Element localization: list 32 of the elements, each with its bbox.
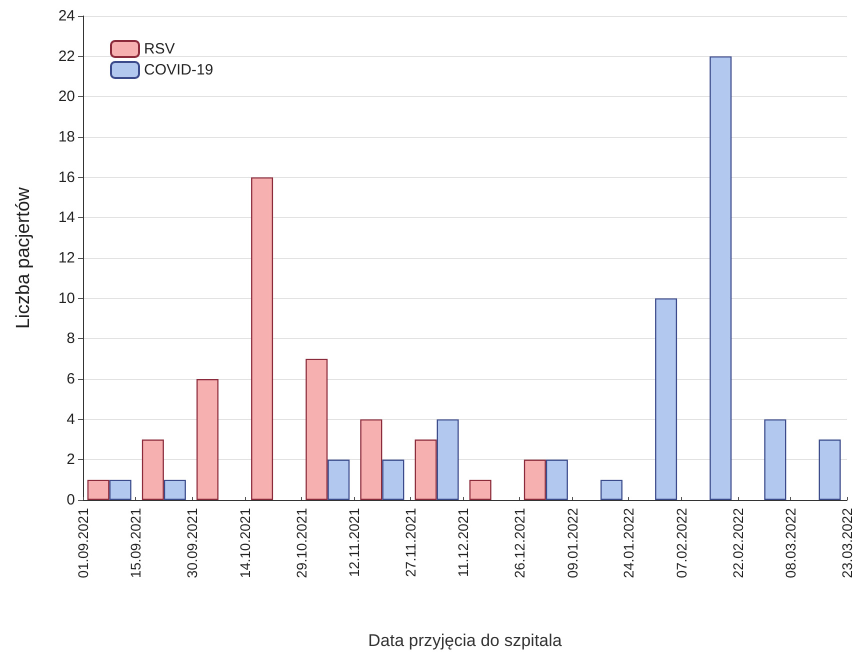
x-tick-label: 07.02.2022 [673, 508, 690, 578]
y-tick-label: 0 [66, 492, 75, 508]
y-tick-label: 10 [58, 290, 75, 307]
x-tick-label: 22.02.2022 [730, 508, 746, 578]
x-tick-label: 27.11.2021 [402, 508, 418, 578]
y-tick-label: 4 [66, 410, 75, 428]
x-tick-label: 26.12.2021 [512, 508, 528, 578]
y-axis-title: Liczba pacjertów [13, 186, 34, 329]
x-tick-label: 09.01.2022 [564, 508, 580, 578]
y-tick-label: 14 [58, 209, 75, 226]
legend-label: COVID-19 [144, 62, 214, 78]
x-tick-label: 08.03.2022 [782, 508, 799, 578]
x-tick-label: 30.09.2021 [184, 508, 200, 578]
y-tick-label: 2 [66, 451, 75, 468]
y-tick-label: 6 [66, 370, 75, 388]
y-tick-label: 18 [58, 128, 75, 146]
x-axis-title: Data przyjęcia do szpitala [368, 631, 562, 650]
x-tick-label: 01.09.2021 [75, 508, 91, 578]
x-tick-label: 15.09.2021 [128, 508, 144, 578]
y-tick-label: 16 [58, 168, 75, 186]
x-tick-label: 29.10.2021 [293, 508, 310, 578]
x-tick-label: 24.01.2022 [620, 508, 637, 578]
x-tick-label: 14.10.2021 [236, 508, 253, 578]
y-tick-label: 8 [66, 330, 75, 348]
y-tick-label: 12 [58, 250, 75, 266]
y-tick-label: 20 [58, 88, 75, 106]
legend-label: RSV [144, 40, 175, 58]
y-tick-label: 22 [58, 48, 75, 65]
x-tick-label: 23.03.2022 [839, 508, 854, 578]
y-tick-label: 24 [58, 8, 75, 24]
x-tick-label: 11.12.2021 [455, 508, 472, 578]
x-tick-label: 12.11.2021 [346, 508, 362, 578]
